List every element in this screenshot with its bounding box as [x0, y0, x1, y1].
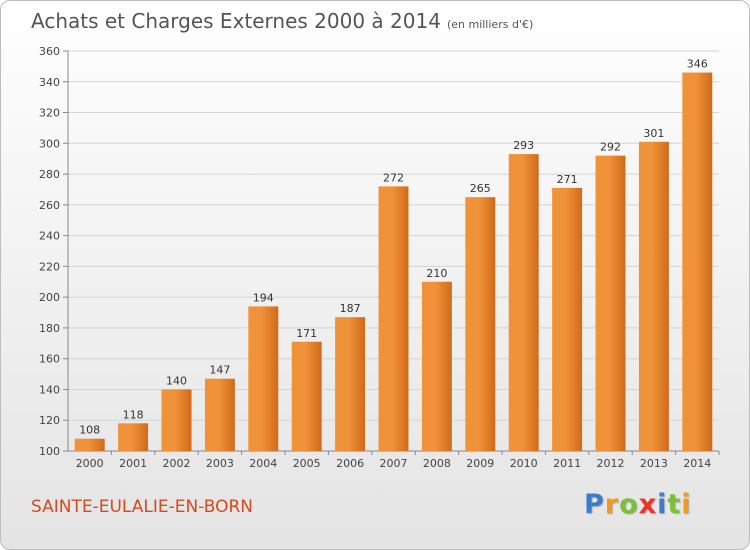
y-tick-label: 260 — [39, 199, 60, 212]
x-tick-label: 2008 — [423, 457, 451, 470]
bar-2005 — [291, 341, 322, 451]
y-tick-label: 300 — [39, 137, 60, 150]
logo-letter: r — [604, 489, 620, 520]
y-tick-label: 220 — [39, 260, 60, 273]
x-tick-label: 2010 — [510, 457, 538, 470]
value-labels: 108 118 140 147 194 171 187 272 210 265 293 271 292 3… — [79, 58, 708, 437]
proxiti-logo: Proxiti — [584, 489, 692, 520]
bars — [74, 72, 713, 452]
value-label: 108 — [79, 424, 100, 437]
logo-letter: i — [681, 489, 692, 520]
value-label: 194 — [253, 291, 274, 304]
bar-2000 — [74, 438, 105, 451]
x-tick-label: 2002 — [163, 457, 191, 470]
x-tick-label: 2011 — [553, 457, 581, 470]
value-label: 187 — [340, 302, 361, 315]
x-tick-label: 2005 — [293, 457, 321, 470]
bar-2003 — [204, 378, 235, 451]
x-tick-label: 2012 — [597, 457, 625, 470]
value-label: 271 — [557, 173, 578, 186]
x-tick-label: 2001 — [119, 457, 147, 470]
x-tick-label: 2004 — [249, 457, 277, 470]
chart-title-text: Achats et Charges Externes 2000 à 2014 — [31, 9, 441, 33]
bar-2001 — [118, 423, 149, 451]
bar-2002 — [161, 389, 192, 451]
y-tick-label: 160 — [39, 353, 60, 366]
bar-2010 — [508, 154, 539, 452]
x-tick-label: 2003 — [206, 457, 234, 470]
value-label: 147 — [209, 364, 230, 377]
logo-letter: x — [638, 489, 658, 520]
y-tick-label: 340 — [39, 76, 60, 89]
chart-title: Achats et Charges Externes 2000 à 2014 (e… — [31, 9, 533, 33]
value-label: 265 — [470, 182, 491, 195]
value-label: 293 — [513, 139, 534, 152]
value-label: 346 — [687, 58, 708, 71]
bar-2004 — [248, 306, 279, 451]
bar-2008 — [421, 281, 452, 451]
y-tick-label: 200 — [39, 291, 60, 304]
value-label: 272 — [383, 171, 404, 184]
value-label: 118 — [123, 408, 144, 421]
logo-letter: i — [657, 489, 668, 520]
logo-letter: t — [667, 489, 682, 520]
y-tick-label: 140 — [39, 383, 60, 396]
value-label: 292 — [600, 141, 621, 154]
bar-2007 — [378, 186, 409, 451]
value-label: 140 — [166, 374, 187, 387]
y-tick-label: 120 — [39, 414, 60, 427]
x-tick-label: 2006 — [336, 457, 364, 470]
y-tick-label: 100 — [39, 445, 60, 458]
value-label: 301 — [643, 127, 664, 140]
axes: 100 120 140 160 180 200 220 240 260 280 300 320 340 3… — [39, 45, 720, 470]
x-tick-label: 2000 — [76, 457, 104, 470]
x-tick-label: 2007 — [380, 457, 408, 470]
logo-letter: P — [584, 489, 605, 520]
logo-letter: o — [619, 489, 639, 520]
town-name: SAINTE-EULALIE-EN-BORN — [31, 497, 254, 517]
bar-2013 — [638, 141, 669, 451]
y-tick-label: 280 — [39, 168, 60, 181]
bar-2014 — [682, 72, 713, 452]
value-label: 210 — [426, 267, 447, 280]
bar-2011 — [552, 187, 583, 451]
bar-2006 — [335, 317, 366, 451]
x-tick-label: 2013 — [640, 457, 668, 470]
chart-unit: (en milliers d'€) — [446, 18, 534, 31]
y-tick-label: 360 — [39, 45, 60, 58]
y-tick-label: 180 — [39, 322, 60, 335]
y-tick-label: 320 — [39, 107, 60, 120]
y-tick-label: 240 — [39, 230, 60, 243]
value-label: 171 — [296, 327, 317, 340]
x-tick-label: 2014 — [683, 457, 711, 470]
bar-2012 — [595, 155, 626, 451]
bar-2009 — [465, 197, 496, 451]
x-tick-label: 2009 — [466, 457, 494, 470]
